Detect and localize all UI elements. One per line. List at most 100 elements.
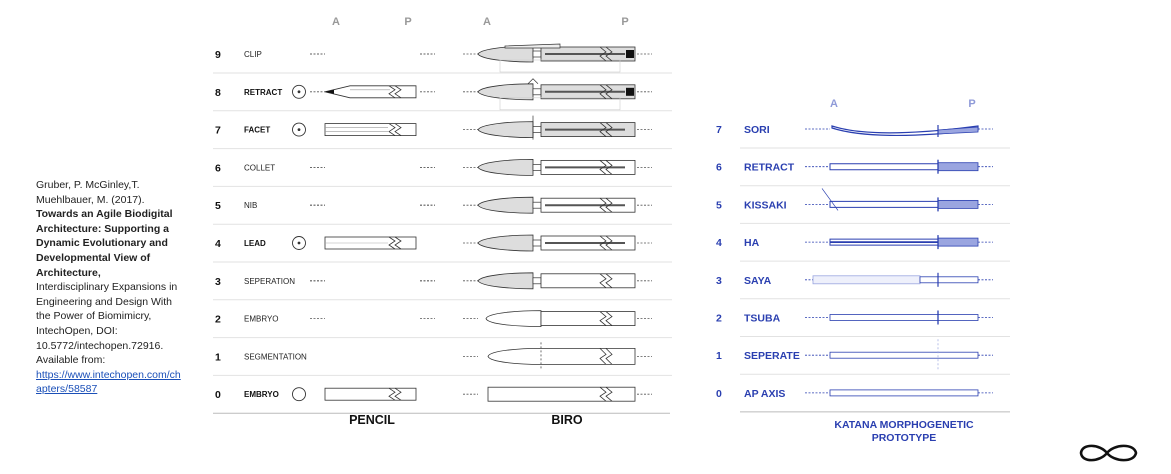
kissaki-marker	[821, 188, 839, 211]
biro-drawing	[463, 115, 652, 140]
katana-body	[829, 389, 979, 397]
citation: Gruber, P. McGinley,T. Muehlbauer, M. (2…	[36, 178, 182, 397]
biro-nose	[485, 310, 542, 328]
row-label: EMBRYO	[244, 315, 279, 324]
katana-drawing	[805, 159, 993, 174]
katana-row-number: 2	[716, 313, 722, 325]
circle-marker-dot	[297, 90, 301, 94]
row-number: 7	[215, 125, 221, 137]
break-mark	[605, 348, 613, 365]
break-mark	[599, 160, 607, 175]
break-mark	[599, 84, 607, 100]
pencil-label: PENCIL	[349, 413, 395, 427]
katana-axis-a: A	[830, 98, 838, 110]
break-mark	[605, 235, 613, 251]
biro-nose	[477, 196, 534, 214]
row-label: LEAD	[244, 239, 266, 248]
katana-handle	[937, 162, 979, 172]
left-row-labels: 9 CLIP 8 RETRACT 7 FACET 6 COLLET 5 NIB 4 LEAD 3 SEPE…	[213, 49, 672, 414]
katana-drawing	[805, 389, 993, 397]
katana-drawing	[805, 310, 993, 325]
break-mark	[388, 387, 396, 401]
katana-label-line-2: PROTOTYPE	[872, 432, 937, 444]
break-mark	[599, 235, 607, 251]
biro-axis-a: A	[483, 16, 491, 28]
break-mark	[388, 85, 396, 99]
biro-drawing	[463, 78, 652, 111]
biro-body	[487, 386, 636, 402]
pencil-body	[324, 85, 417, 99]
break-mark	[605, 160, 613, 175]
row-number: 9	[215, 49, 221, 61]
row-number: 1	[215, 351, 221, 363]
katana-row-number: 1	[716, 350, 722, 362]
break-mark	[388, 123, 396, 136]
pencil-drawing	[292, 236, 417, 250]
row-number: 5	[215, 200, 221, 212]
row-number: 2	[215, 314, 221, 326]
biro-nose	[477, 158, 534, 176]
retract-guide	[499, 97, 621, 111]
katana-row-label: RETRACT	[744, 162, 795, 174]
katana-row-label: SEPERATE	[744, 350, 800, 362]
break-mark	[605, 46, 613, 62]
katana-row-label: HA	[744, 237, 760, 249]
pencil-drawing	[292, 387, 417, 402]
katana-blade	[829, 163, 939, 171]
biro-drawing	[463, 386, 652, 402]
row-label: SEGMENTATION	[244, 352, 307, 361]
katana-saya	[812, 275, 921, 285]
katana-row-number: 3	[716, 275, 722, 287]
katana-row-number: 4	[716, 237, 722, 249]
biro-collar	[532, 126, 542, 133]
katana-row-number: 5	[716, 199, 722, 211]
katana-handle	[937, 199, 979, 209]
katana-blade	[829, 200, 939, 208]
katana-label-line-1: KATANA MORPHOGENETIC	[834, 419, 974, 431]
biro-collar	[532, 239, 542, 247]
break-mark	[599, 348, 607, 365]
pencil-axis-p: P	[404, 16, 411, 28]
break-mark	[394, 387, 402, 401]
row-number: 4	[215, 238, 221, 250]
infinity-logo-icon	[1079, 444, 1138, 462]
biro-column	[463, 43, 652, 402]
katana-row-label: AP AXIS	[744, 388, 785, 400]
biro-axis-p: P	[621, 16, 628, 28]
citation-link[interactable]: https://www.intechopen.com/chapters/5858…	[36, 368, 181, 396]
katana-body	[829, 314, 979, 321]
katana-row-number: 6	[716, 162, 722, 174]
row-label: COLLET	[244, 163, 275, 172]
katana-body	[829, 351, 979, 359]
katana-row-label: SORI	[744, 124, 770, 136]
break-mark	[394, 236, 402, 250]
biro-collar	[532, 277, 542, 285]
row-label: SEPERATION	[244, 277, 295, 286]
circle-marker-dot	[297, 128, 301, 132]
row-number: 0	[215, 389, 221, 401]
biro-collar	[532, 201, 542, 209]
biro-drawing	[463, 196, 652, 214]
row-label: FACET	[244, 126, 270, 135]
biro-nose	[477, 83, 534, 101]
pencil-drawing	[292, 122, 417, 137]
katana-row-label: SAYA	[744, 275, 772, 287]
row-label: CLIP	[244, 50, 262, 59]
biro-drawing	[463, 342, 652, 371]
break-mark	[599, 46, 607, 62]
biro-drawing	[463, 158, 652, 176]
citation-source: Interdisciplinary Expansions in Engineer…	[36, 281, 178, 367]
katana-row-number: 7	[716, 124, 722, 136]
biro-collar	[532, 164, 542, 171]
katana-handle	[919, 276, 979, 284]
row-number: 3	[215, 276, 221, 288]
biro-end-cap	[626, 87, 634, 96]
biro-end-cap	[626, 50, 634, 58]
circle-marker-icon	[292, 387, 306, 402]
row-number: 6	[215, 162, 221, 174]
row-label: EMBRYO	[244, 390, 279, 399]
break-mark	[599, 197, 607, 213]
pencil-tip	[325, 89, 334, 94]
retract-button	[527, 78, 539, 85]
